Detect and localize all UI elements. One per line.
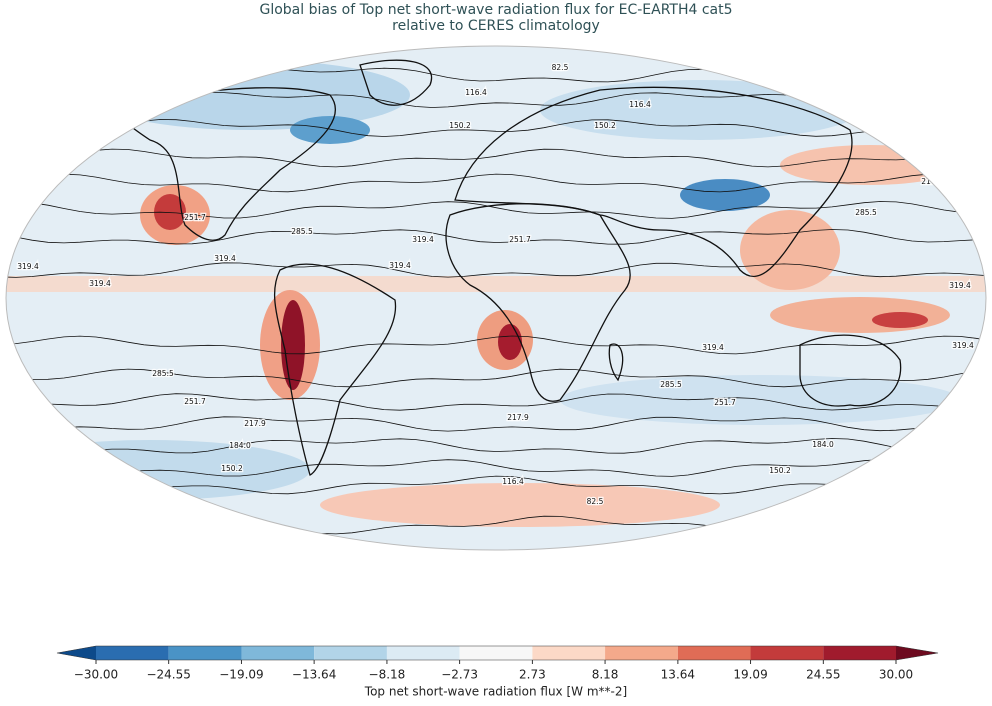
contour-label: 251.7 <box>509 235 531 244</box>
colorbar-tick-label: −19.09 <box>219 668 263 682</box>
colorbar-tick-label: 13.64 <box>661 668 695 682</box>
colorbar-tick-label: 30.00 <box>879 668 913 682</box>
contour-line <box>6 459 986 477</box>
contour-label: 251.7 <box>714 398 736 407</box>
map: 82.5 82.5 82.5 82.5 116.4 116.4 116.4 150.2 150.… <box>6 46 986 550</box>
title: Global bias of Top net short-wave radiat… <box>259 2 732 18</box>
contour-label: 82.5 <box>184 523 201 532</box>
blob <box>281 300 305 390</box>
south-america <box>273 263 397 476</box>
blob <box>780 145 960 185</box>
colorbar-tick-label: 19.09 <box>733 668 767 682</box>
colorbar-tick-label: −13.64 <box>292 668 336 682</box>
contour-label: 217.9 <box>29 175 51 184</box>
contour-label: 184.0 <box>907 153 929 162</box>
colorbar-segment <box>96 646 169 660</box>
contour-label: 150.2 <box>221 464 243 473</box>
contour-label: 319.4 <box>389 261 411 270</box>
contour-line <box>6 416 986 432</box>
map-border <box>5 45 987 551</box>
contour-label: 285.5 <box>855 208 877 217</box>
blob <box>872 312 928 328</box>
contour-label: 319.4 <box>949 281 971 290</box>
contour-label: 150.2 <box>594 121 616 130</box>
contour-label: 319.4 <box>412 235 434 244</box>
contour-label: 116.4 <box>629 100 651 109</box>
contour-label: 285.5 <box>291 227 313 236</box>
colorbar-segment <box>823 646 896 660</box>
contour-label: 82.5 <box>552 63 569 72</box>
greenland <box>359 59 433 106</box>
contour-label: 319.4 <box>89 279 111 288</box>
subtitle: relative to CERES climatology <box>392 18 600 34</box>
colorbar-segment <box>241 646 315 660</box>
band <box>6 276 986 292</box>
colorbar-tick-label: −2.73 <box>441 668 478 682</box>
eurasia <box>454 86 853 277</box>
colorbar-tick-label: 24.55 <box>806 668 840 682</box>
contour-label: 319.4 <box>702 343 724 352</box>
contour-line <box>6 438 986 454</box>
colorbar-segment <box>459 646 533 660</box>
contour-label: 319.4 <box>214 254 236 263</box>
contour-label: 184.0 <box>229 441 251 450</box>
contour-line <box>6 173 986 193</box>
colorbar-segment <box>386 646 460 660</box>
blob <box>154 194 186 230</box>
colorbar-segment <box>605 646 678 660</box>
contour-label: 251.7 <box>184 397 206 406</box>
blob <box>740 210 840 290</box>
contour-label: 217.9 <box>921 177 943 186</box>
blob <box>320 483 720 527</box>
blob <box>770 297 950 333</box>
colorbar-segment <box>314 646 387 660</box>
colorbar-tick-label: 2.73 <box>519 668 546 682</box>
blob <box>290 116 370 144</box>
contour-label: 150.2 <box>449 121 471 130</box>
contour-label: 82.5 <box>197 77 214 86</box>
bias-field <box>6 60 986 527</box>
contour-label: 150.2 <box>769 466 791 475</box>
colorbar: −30.00 −24.55 −19.09 −13.64 −8.18 −2.73 2.73 8.… <box>56 645 939 682</box>
contour-label: 184.0 <box>41 154 63 163</box>
colorbar-segment <box>677 646 751 660</box>
colorbar-segment <box>532 646 606 660</box>
colorbar-extend-min <box>57 646 96 660</box>
colorbar-extend-max <box>896 646 938 660</box>
contour-label: 116.4 <box>465 88 487 97</box>
colorbar-tick-label: −8.18 <box>369 668 406 682</box>
contour-line <box>6 229 986 245</box>
colorbar-tick-label: 8.18 <box>592 668 619 682</box>
contour-label: 285.5 <box>660 380 682 389</box>
colorbar-segment <box>168 646 242 660</box>
contour-label: 319.4 <box>17 262 39 271</box>
contour-line <box>6 368 986 388</box>
contour-label: 217.9 <box>244 419 266 428</box>
blob <box>680 179 770 211</box>
contour-line <box>6 119 986 137</box>
contour-label: 82.5 <box>587 497 604 506</box>
contour-label: 251.7 <box>184 213 206 222</box>
colorbar-tick-label: −24.55 <box>146 668 190 682</box>
colorbar-tick-label: −30.00 <box>74 668 118 682</box>
contour-line <box>6 335 986 355</box>
contour-label: 285.5 <box>152 369 174 378</box>
blob <box>560 375 960 425</box>
contour-line <box>6 262 986 278</box>
blob <box>498 324 522 360</box>
contour-label: 184.0 <box>812 440 834 449</box>
contour-line <box>6 201 986 219</box>
contour-label: 116.4 <box>502 477 524 486</box>
north-america <box>119 87 337 241</box>
colorbar-label: Top net short-wave radiation flux [W m**… <box>364 685 627 699</box>
contour-label: 217.9 <box>507 413 529 422</box>
australia <box>799 334 902 407</box>
colorbar-segment <box>750 646 824 660</box>
contour-line <box>6 393 986 411</box>
contour-line <box>6 148 986 168</box>
contour-label: 319.4 <box>952 341 974 350</box>
